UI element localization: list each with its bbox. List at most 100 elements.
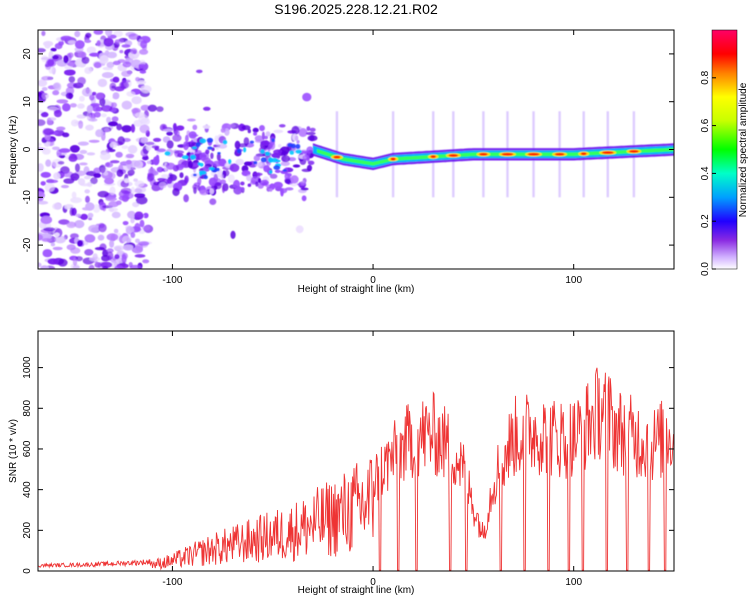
spectrogram-scatter-cell	[215, 146, 219, 150]
spectrogram-noise-cell	[125, 159, 132, 165]
spectrogram-noise-cell	[138, 64, 147, 69]
spectrogram-noise-cell	[52, 90, 60, 96]
spectrogram-noise-cell	[93, 173, 102, 178]
spectrogram-noise-cell	[77, 77, 86, 85]
spectrogram-scatter-cell	[259, 179, 269, 186]
spectrogram-noise-cell	[107, 121, 118, 127]
spectrogram-noise-cell	[125, 153, 135, 159]
spectrogram-highlight-cell	[268, 157, 274, 163]
spectrogram-noise-cell	[124, 178, 130, 184]
spectrogram-scatter-cell	[212, 160, 223, 167]
spectrogram-noise-cell	[84, 189, 90, 194]
spectrogram-scatter-cell	[214, 182, 222, 190]
spectrogram-noise-cell	[86, 112, 92, 121]
spectrogram-noise-cell	[81, 56, 90, 64]
spectrogram-noise-cell	[90, 103, 101, 107]
spectrogram-noise-cell	[138, 241, 150, 246]
colorbar-tick-label: 0.6	[700, 118, 711, 132]
spectrogram-noise-cell	[111, 211, 121, 219]
spectrogram-noise-cell	[40, 215, 53, 225]
spectrogram-noise-cell	[106, 233, 119, 241]
spectrogram-noise-cell	[79, 95, 85, 102]
spectrogram-scatter-cell	[196, 69, 203, 74]
spectrogram-noise-cell	[105, 197, 117, 202]
spectrogram-noise-cell	[80, 213, 88, 220]
spectrogram-noise-cell	[47, 106, 59, 112]
spectrogram-scatter-cell	[253, 131, 258, 136]
spectrogram-y-tick-label: 0	[22, 146, 33, 152]
spectrogram-noise-cell	[103, 171, 109, 176]
spectrogram-peak	[479, 152, 488, 156]
spectrogram-scatter-cell	[176, 130, 180, 138]
spectrogram-noise-cell	[88, 224, 101, 233]
spectrogram-noise-cell	[121, 100, 132, 110]
spectrogram-scatter-cell	[158, 181, 167, 189]
spectrogram-highlight-cell	[291, 143, 296, 149]
spectrogram-scatter-cell	[265, 184, 273, 188]
spectrogram-x-tick-label: -100	[162, 275, 182, 286]
spectrogram-noise-cell	[56, 126, 66, 131]
spectrogram-scatter-cell	[153, 137, 162, 142]
spectrogram-noise-cell	[135, 238, 140, 244]
spectrogram-scatter-cell	[243, 161, 253, 166]
spectrogram-scatter-cell	[203, 106, 211, 111]
spectrogram-noise-cell	[72, 257, 78, 266]
spectrogram-noise-cell	[109, 207, 115, 213]
spectrogram-noise-cell	[77, 141, 89, 146]
spectrogram-noise-cell	[112, 92, 120, 100]
spectrogram-scatter-cell	[172, 187, 180, 197]
spectrogram-noise-cell	[85, 32, 92, 38]
spectrogram-scatter-cell	[302, 154, 310, 161]
spectrogram-scatter-cell	[290, 175, 299, 184]
spectrogram-peak	[601, 151, 614, 155]
spectrogram-scatter-cell	[185, 134, 189, 143]
spectrogram-scatter-cell	[235, 158, 244, 166]
spectrogram-noise-cell	[121, 79, 131, 83]
spectrogram-highlight-cell	[260, 157, 267, 163]
spectrogram-scatter-cell	[220, 127, 226, 133]
colorbar-tick-label: 0.0	[700, 262, 711, 276]
spectrogram-noise-cell	[75, 213, 82, 218]
spectrogram-noise-cell	[85, 124, 94, 131]
spectrogram-highlight-cell	[197, 162, 201, 166]
spectrogram-noise-cell	[40, 111, 49, 118]
spectrogram-scatter-cell	[216, 152, 221, 161]
spectrogram-noise-cell	[78, 51, 87, 58]
spectrogram-noise-cell	[41, 30, 46, 36]
spectrogram-noise-cell	[70, 173, 80, 181]
spectrogram-noise-cell	[97, 190, 109, 198]
spectrogram-noise-cell	[42, 249, 53, 258]
spectrogram-scatter-cell	[307, 160, 315, 165]
spectrogram-noise-cell	[86, 46, 97, 54]
spectrogram-noise-cell	[113, 245, 125, 251]
spectrogram-noise-cell	[47, 117, 57, 121]
spectrogram-peak	[333, 155, 341, 159]
spectrogram-scatter-cell	[265, 131, 271, 137]
spectrogram-highlight-cell	[295, 149, 302, 154]
spectrogram-noise-cell	[41, 92, 49, 100]
spectrogram-noise-cell	[112, 76, 120, 83]
spectrogram-scatter-cell	[199, 152, 207, 161]
spectrogram-scatter-cell	[259, 125, 265, 132]
spectrogram-highlight-cell	[199, 138, 207, 144]
spectrogram-noise-cell	[134, 112, 146, 119]
spectrogram-scatter-cell	[297, 182, 306, 187]
spectrogram-scatter-cell	[301, 195, 307, 202]
spectrogram-scatter-cell	[309, 127, 316, 132]
spectrogram-noise-cell	[117, 136, 125, 146]
spectrogram-noise-cell	[98, 223, 107, 233]
spectrogram-noise-cell	[51, 55, 59, 60]
spectrogram-highlight-cell	[191, 146, 197, 150]
spectrogram-noise-cell	[122, 221, 129, 226]
spectrogram-scatter-cell	[148, 167, 156, 175]
spectrogram-scatter-cell	[199, 189, 209, 196]
spectrogram-noise-cell	[45, 159, 52, 167]
spectrogram-scatter-cell	[146, 144, 152, 151]
spectrogram-highlight-cell	[268, 170, 273, 174]
spectrogram-scatter-cell	[209, 188, 215, 195]
spectrogram-noise-cell	[98, 201, 106, 211]
spectrogram-scatter-cell	[156, 148, 166, 153]
spectrogram-noise-cell	[52, 83, 60, 89]
